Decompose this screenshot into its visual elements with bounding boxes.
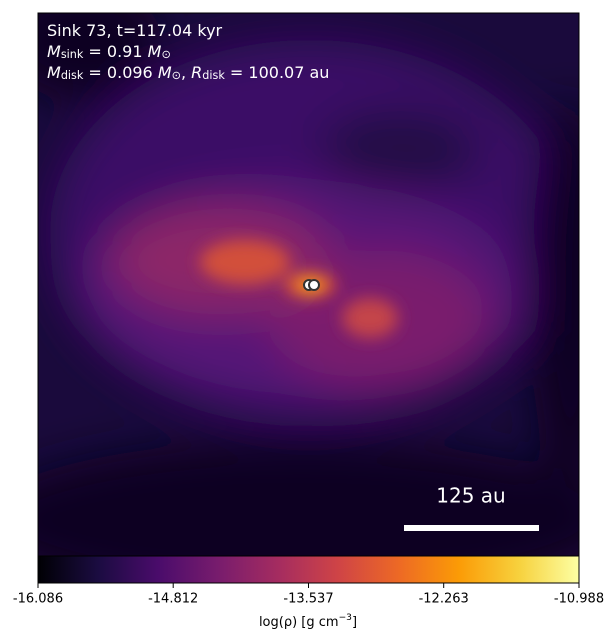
- text-segment: log(ρ) [g cm: [259, 615, 339, 630]
- italic-symbol: M: [47, 63, 61, 82]
- colorbar: [37, 555, 580, 584]
- colorbar-tick-label: -12.263: [419, 592, 469, 607]
- subscript: ⊙: [161, 48, 170, 61]
- annotation-line: Mdisk = 0.096 M⊙, Rdisk = 100.07 au: [47, 63, 329, 82]
- text-segment: = 100.07 au: [225, 63, 330, 82]
- subscript: sink: [61, 48, 84, 61]
- colorbar-tick-label: -13.537: [283, 592, 333, 607]
- sink-marker: [308, 279, 320, 291]
- italic-symbol: M: [148, 42, 162, 61]
- text-segment: = 0.096: [83, 63, 157, 82]
- annotation-line: Msink = 0.91 M⊙: [47, 42, 171, 61]
- colorbar-label: log(ρ) [g cm−3]: [259, 613, 357, 629]
- subscript: disk: [202, 69, 225, 82]
- colorbar-ticks: -16.086 -14.812 -13.537 -12.263 -10.988: [13, 583, 604, 607]
- density-map: [38, 13, 579, 556]
- text-segment: ,: [181, 63, 191, 82]
- superscript: −3: [339, 613, 353, 623]
- text-segment: Sink 73, t=117.04 kyr: [47, 21, 223, 40]
- annotation-line: Sink 73, t=117.04 kyr: [47, 21, 223, 40]
- subscript: disk: [61, 69, 84, 82]
- italic-symbol: M: [158, 63, 172, 82]
- colorbar-tick-label: -16.086: [13, 592, 63, 607]
- scale-bar-label: 125 au: [436, 484, 505, 508]
- italic-symbol: R: [191, 63, 202, 82]
- colorbar-tick-label: -14.812: [148, 592, 198, 607]
- text-segment: = 0.91: [83, 42, 147, 61]
- subscript: ⊙: [172, 69, 181, 82]
- italic-symbol: M: [47, 42, 61, 61]
- text-segment: ]: [352, 615, 357, 630]
- colorbar-tick-label: -10.988: [554, 592, 604, 607]
